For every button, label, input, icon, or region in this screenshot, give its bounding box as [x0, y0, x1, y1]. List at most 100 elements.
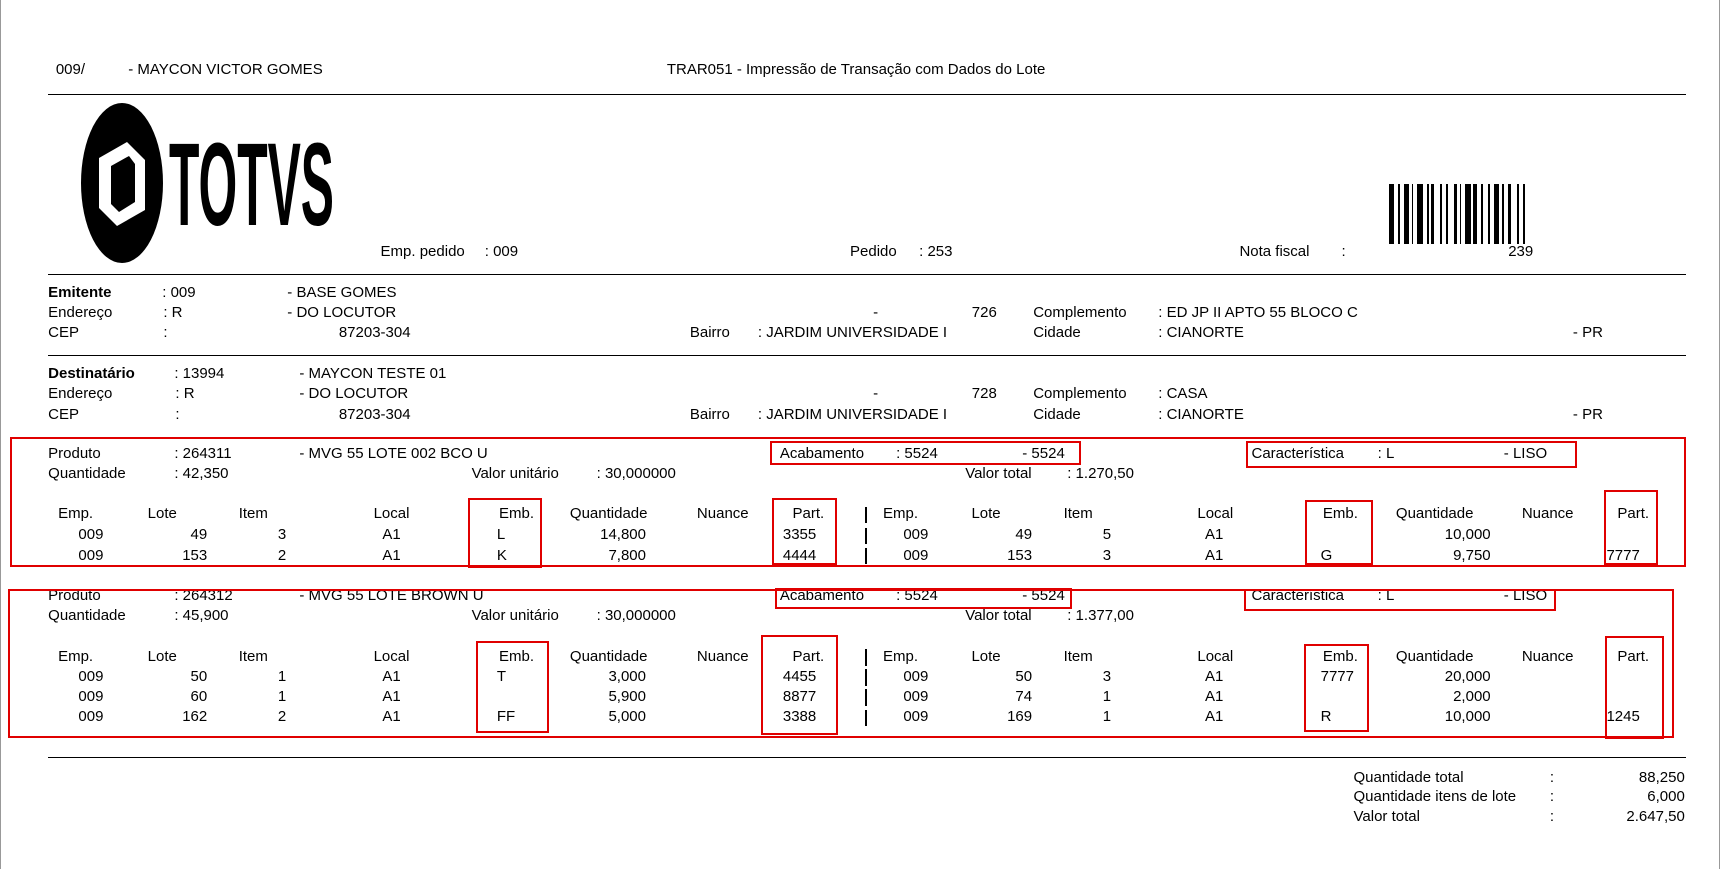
barcode-bar — [1465, 184, 1471, 244]
table-cell: 74 — [1015, 688, 1033, 706]
user-code: 009/ — [55, 61, 86, 79]
column-separator — [865, 506, 867, 524]
product-field: : 30,000000 — [596, 606, 676, 624]
annotation-box — [1603, 490, 1659, 565]
column-header: Part. — [792, 648, 825, 666]
table-cell: A1 — [382, 688, 401, 706]
column-header: Item — [1063, 648, 1093, 666]
party-field: 728 — [971, 385, 997, 403]
party-field: 726 — [971, 304, 997, 322]
column-separator — [865, 689, 867, 706]
table-cell: 4455 — [782, 667, 817, 685]
table-cell: 3 — [277, 526, 287, 544]
table-cell: 009 — [78, 667, 104, 685]
party-field: Complemento — [1033, 304, 1127, 322]
table-cell: A1 — [382, 708, 401, 726]
product-field: Valor total — [965, 606, 1032, 624]
rule — [48, 274, 1686, 276]
logo-text: TOTVS — [169, 119, 334, 251]
column-separator — [865, 649, 867, 666]
total-sep: : — [1549, 788, 1555, 806]
column-header: Quantidade — [569, 505, 648, 523]
rule — [48, 756, 1686, 758]
table-cell: 169 — [1007, 708, 1033, 726]
total-value: 2.647,50 — [1626, 808, 1685, 826]
product-field: : 1.377,00 — [1067, 606, 1134, 624]
table-cell: 7,800 — [608, 546, 646, 564]
party-field: : R — [175, 385, 195, 403]
column-header: Quantidade — [1395, 505, 1474, 523]
total-label: Quantidade itens de lote — [1353, 788, 1517, 806]
column-header: Part. — [1617, 505, 1650, 523]
totvs-logo: TOTVS — [81, 103, 334, 263]
table-cell: 5,000 — [608, 708, 646, 726]
party-field: : CIANORTE — [1158, 324, 1244, 342]
annotation-box — [9, 436, 1686, 568]
party-field: - — [873, 385, 879, 403]
party-field: : CASA — [1158, 385, 1208, 403]
column-header: Part. — [1617, 648, 1650, 666]
party-field: Bairro — [689, 405, 730, 423]
party-field: Cidade — [1033, 324, 1081, 342]
total-sep: : — [1549, 808, 1555, 826]
annotation-box — [1305, 500, 1374, 565]
column-separator — [865, 669, 867, 686]
table-cell: 162 — [182, 708, 208, 726]
party-field: Complemento — [1033, 385, 1127, 403]
rule — [48, 94, 1686, 96]
column-header: Item — [238, 505, 268, 523]
party-field: : JARDIM UNIVERSIDADE I — [757, 324, 948, 342]
total-label: Quantidade total — [1353, 768, 1464, 786]
table-cell: 5,900 — [608, 688, 646, 706]
annotation-box — [1604, 636, 1664, 740]
table-cell: 50 — [1015, 667, 1033, 685]
table-cell: 3,000 — [608, 667, 646, 685]
party-field: 87203-304 — [338, 405, 411, 423]
column-header: Lote — [147, 648, 177, 666]
table-cell: K — [496, 546, 507, 564]
party-field: : R — [163, 304, 183, 322]
column-header: Part. — [792, 505, 825, 523]
barcode-bar — [1523, 184, 1525, 244]
party-field: Endereço — [48, 385, 113, 403]
table-cell: 009 — [903, 688, 929, 706]
party-field: CEP — [48, 405, 79, 423]
column-header: Item — [238, 648, 268, 666]
table-cell: 3355 — [782, 526, 817, 544]
table-cell: 009 — [903, 708, 929, 726]
table-cell: 009 — [78, 708, 104, 726]
table-cell: 2 — [277, 708, 287, 726]
column-header: Item — [1063, 505, 1093, 523]
order-field: Pedido — [850, 243, 897, 261]
table-cell: A1 — [382, 667, 401, 685]
table-cell: 49 — [1015, 526, 1033, 544]
party-field: - MAYCON TESTE 01 — [299, 365, 447, 383]
annotation-box — [761, 635, 838, 735]
party-field: : 009 — [162, 283, 196, 301]
table-cell: 3388 — [782, 708, 817, 726]
product-field: : 5524 — [896, 445, 938, 463]
column-header: Emb. — [499, 505, 535, 523]
barcode-bar — [1473, 184, 1477, 244]
total-label: Valor total — [1353, 808, 1420, 826]
column-header: Lote — [971, 505, 1001, 523]
table-cell: 1 — [1102, 688, 1112, 706]
party-field: - DO LOCUTOR — [299, 385, 409, 403]
report-title: TRAR051 - Impressão de Transação com Dad… — [666, 61, 1046, 79]
table-cell: 009 — [78, 546, 104, 564]
product-field: Valor unitário — [471, 465, 559, 483]
product-field: - MVG 55 LOTE 002 BCO U — [299, 445, 488, 463]
order-field: : 009 — [484, 243, 519, 261]
table-cell: 3 — [1102, 667, 1112, 685]
table-cell: 009 — [903, 526, 929, 544]
product-field: - LISO — [1503, 445, 1548, 463]
barcode-bar — [1507, 184, 1512, 244]
party-field: Destinatário — [48, 365, 135, 383]
barcode-bar — [1446, 184, 1448, 244]
column-header: Quantidade — [569, 648, 648, 666]
column-header: Local — [1197, 648, 1234, 666]
party-field: CEP — [48, 324, 79, 342]
table-cell: 8877 — [782, 688, 817, 706]
column-separator — [865, 709, 867, 727]
table-cell: 009 — [903, 546, 929, 564]
